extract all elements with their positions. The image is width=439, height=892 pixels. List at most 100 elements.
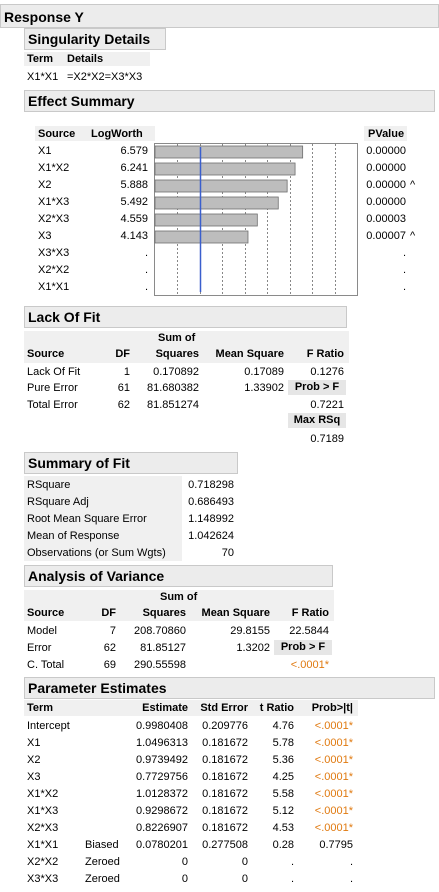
pe-row-prob: .: [349, 856, 353, 868]
lof-col-ss-line2: Squares: [155, 348, 199, 360]
anova-col-ms: Mean Square: [201, 607, 270, 619]
pe-row-prob: <.0001*: [314, 805, 353, 817]
pe-row-stderr: 0.277508: [202, 839, 248, 851]
effect-col-pvalue: PValue: [368, 128, 405, 140]
anova-row-df: 62: [103, 642, 116, 654]
singularity-details-header[interactable]: Singularity Details: [24, 28, 166, 50]
singularity-header-bg: [24, 52, 150, 66]
pe-row-term: X2*X3: [27, 822, 59, 834]
anova-row-ms: 29.8155: [230, 625, 270, 637]
chart-bars: [154, 145, 304, 244]
effect-row-logworth: 6.241: [120, 162, 148, 174]
lof-row-source: Total Error: [27, 399, 78, 411]
pe-row-estimate: 0.0780201: [136, 839, 188, 851]
anova-row-ms: 1.3202: [236, 642, 270, 654]
logworth-bar-x3: [154, 230, 249, 244]
effect-row-pvalue: 0.00000: [366, 162, 406, 174]
effect-row-source: X2*X3: [38, 213, 70, 225]
effect-row-pvalue: 0.00000: [366, 196, 406, 208]
lof-col-df: DF: [115, 348, 130, 360]
effect-row-pvalue: .: [402, 264, 406, 276]
lof-prob-f-value: 0.7221: [310, 399, 344, 411]
pe-row-stderr: 0: [241, 873, 248, 885]
lof-max-rsq-value: 0.7189: [310, 433, 344, 445]
pe-row-prob: <.0001*: [314, 754, 353, 766]
lof-col-source: Source: [27, 348, 65, 360]
pe-row-term: X2*X2: [27, 856, 59, 868]
lof-row-f: 0.1276: [310, 366, 344, 378]
pe-row-stderr: 0.209776: [202, 720, 248, 732]
pe-row-tratio: 4.53: [272, 822, 294, 834]
summary-value: 70: [221, 547, 234, 559]
summary-label: RSquare Adj: [27, 496, 89, 508]
anova-row-ss: 81.85127: [140, 642, 186, 654]
anova-row-df: 69: [103, 659, 116, 671]
pe-col-tratio: t Ratio: [259, 702, 294, 714]
pe-col-term: Term: [27, 702, 54, 714]
anova-row-ss: 208.70860: [134, 625, 186, 637]
pe-row-tratio: .: [290, 873, 294, 885]
pe-row-prob: .: [349, 873, 353, 885]
anova-header-bg: [24, 590, 334, 621]
summary-value: 0.718298: [188, 479, 234, 491]
effect-row-source: X3: [38, 230, 52, 242]
pe-row-estimate: 0.9298672: [136, 805, 188, 817]
effect-summary-header[interactable]: Effect Summary: [24, 90, 435, 112]
lof-row-df: 1: [123, 366, 130, 378]
pe-row-term: X3: [27, 771, 41, 783]
logworth-bar-x1xx3: [154, 196, 279, 210]
effect-row-logworth: 6.579: [120, 145, 148, 157]
anova-col-f: F Ratio: [291, 607, 329, 619]
effect-row-pvalue: 0.00003: [366, 213, 406, 225]
pe-row-tratio: 5.36: [272, 754, 294, 766]
pe-row-estimate: 0.9739492: [136, 754, 188, 766]
summary-value: 1.148992: [188, 513, 234, 525]
lof-col-ms: Mean Square: [215, 348, 284, 360]
effect-header-bg-right: [364, 126, 407, 141]
anova-col-ss-line1: Sum of: [160, 591, 198, 603]
effect-row-source: X1*X1: [38, 281, 70, 293]
parameter-estimates-header[interactable]: Parameter Estimates: [24, 677, 435, 699]
lof-row-source: Pure Error: [27, 382, 78, 394]
pe-row-stderr: 0.181672: [202, 754, 248, 766]
pe-row-prob: <.0001*: [314, 822, 353, 834]
lof-row-source: Lack Of Fit: [27, 366, 81, 378]
effect-row-source: X2: [38, 179, 52, 191]
pe-col-stderr: Std Error: [200, 702, 248, 714]
effect-row-logworth: .: [144, 264, 148, 276]
effect-row-logworth: .: [144, 281, 148, 293]
pe-row-tratio: 0.28: [272, 839, 294, 851]
logworth-bar-chart: [154, 143, 358, 296]
effect-row-pvalue: .: [402, 247, 406, 259]
summary-label: Root Mean Square Error: [27, 513, 147, 525]
pe-row-term: X1*X1: [27, 839, 59, 851]
pe-row-tratio: 5.78: [272, 737, 294, 749]
summary-of-fit-header[interactable]: Summary of Fit: [24, 452, 238, 474]
pe-row-tratio: 4.25: [272, 771, 294, 783]
pe-row-tratio: 4.76: [272, 720, 294, 732]
lof-row-ss: 0.170892: [153, 366, 199, 378]
effect-row-logworth: 4.559: [120, 213, 148, 225]
anova-row-source: Model: [27, 625, 57, 637]
lof-col-f: F Ratio: [306, 348, 344, 360]
lof-max-rsq-label: Max RSq: [288, 413, 346, 428]
anova-col-df: DF: [101, 607, 116, 619]
effect-row-source: X1: [38, 145, 52, 157]
logworth-bar-x2xx3: [154, 213, 258, 227]
lack-of-fit-header[interactable]: Lack Of Fit: [24, 306, 347, 328]
pe-row-tratio: 5.58: [272, 788, 294, 800]
lof-row-ss: 81.851274: [147, 399, 199, 411]
lof-col-ss-line1: Sum of: [158, 332, 196, 344]
report-title[interactable]: Response Y: [0, 4, 439, 28]
anova-prob-f-value: <.0001*: [290, 659, 329, 671]
anova-row-source: Error: [27, 642, 52, 654]
anova-header[interactable]: Analysis of Variance: [24, 565, 333, 587]
anova-prob-f-label: Prob > F: [274, 640, 332, 655]
singularity-detail: =X2*X2=X3*X3: [67, 71, 143, 83]
summary-value: 0.686493: [188, 496, 234, 508]
pe-row-estimate: 0: [181, 873, 188, 885]
pe-row-term: X1*X3: [27, 805, 59, 817]
effect-row-flag: ^: [410, 179, 416, 191]
summary-label: Observations (or Sum Wgts): [27, 547, 166, 559]
pe-row-note: Biased: [85, 839, 119, 851]
